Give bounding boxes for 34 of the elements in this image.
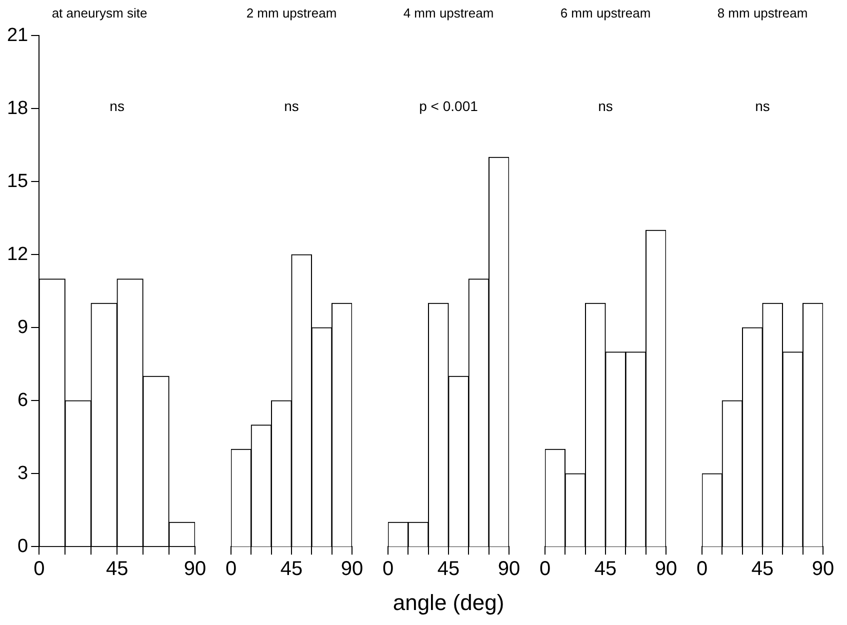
x-tick-label: 45 — [106, 558, 128, 580]
x-tick-label: 0 — [539, 558, 551, 580]
annotation: ns — [284, 98, 299, 114]
x-tick-label: 90 — [498, 558, 520, 580]
chart-title: at aneurysm site — [52, 5, 148, 20]
x-tick-label: 90 — [812, 558, 834, 580]
x-tick-label: 90 — [654, 558, 678, 580]
chart-title: 2 mm upstream — [246, 5, 337, 20]
x-tick-label: 90 — [340, 558, 364, 580]
y-tick-label: 12 — [6, 244, 28, 265]
x-tick-label: 0 — [696, 558, 708, 580]
x-tick-label: 0 — [225, 558, 237, 580]
annotation: ns — [598, 98, 613, 114]
x-tick-label: 45 — [751, 558, 774, 580]
x-axis-title: angle (deg) — [392, 590, 504, 615]
y-tick-label: 15 — [6, 170, 28, 192]
x-tick-label: 0 — [34, 558, 45, 580]
x-tick-label: 45 — [280, 558, 303, 580]
y-tick-label: 0 — [18, 536, 28, 557]
x-tick-label: 90 — [184, 558, 206, 580]
annotation: ns — [110, 98, 124, 114]
x-tick-label: 45 — [437, 558, 460, 580]
chart-title: 8 mm upstream — [717, 5, 808, 20]
chart-title: 6 mm upstream — [560, 5, 651, 20]
y-tick-label: 21 — [6, 24, 28, 46]
x-tick-label: 45 — [594, 558, 617, 580]
annotation: ns — [755, 98, 770, 114]
annotation: p < 0.001 — [419, 98, 478, 114]
x-tick-label: 0 — [382, 558, 394, 580]
y-tick-label: 6 — [18, 390, 28, 411]
y-tick-label: 18 — [6, 98, 28, 119]
chart-title: 4 mm upstream — [403, 5, 494, 20]
y-tick-label: 3 — [18, 462, 28, 484]
y-tick-label: 9 — [18, 316, 28, 338]
